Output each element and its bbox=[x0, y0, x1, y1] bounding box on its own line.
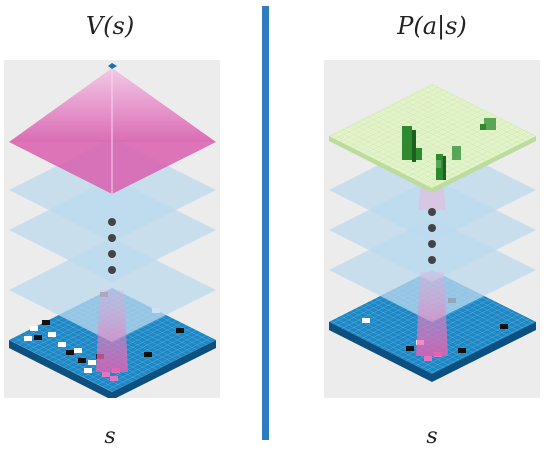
policy-input-label: s bbox=[426, 424, 438, 449]
value-output-pyramid bbox=[9, 68, 216, 194]
ellipsis-dots bbox=[428, 208, 436, 264]
ellipsis-dots bbox=[108, 218, 116, 274]
panel-divider bbox=[262, 6, 269, 440]
value-input-label: s bbox=[104, 424, 116, 449]
value-network-diagram bbox=[4, 60, 220, 398]
receptive-beam bbox=[416, 272, 448, 356]
value-title: V(s) bbox=[85, 12, 135, 40]
policy-network-diagram bbox=[324, 60, 540, 398]
policy-bars bbox=[402, 118, 496, 180]
receptive-beam bbox=[96, 290, 128, 372]
value-output-node bbox=[108, 63, 117, 69]
policy-title: P(a|s) bbox=[397, 12, 467, 40]
policy-output-plane bbox=[329, 84, 536, 193]
